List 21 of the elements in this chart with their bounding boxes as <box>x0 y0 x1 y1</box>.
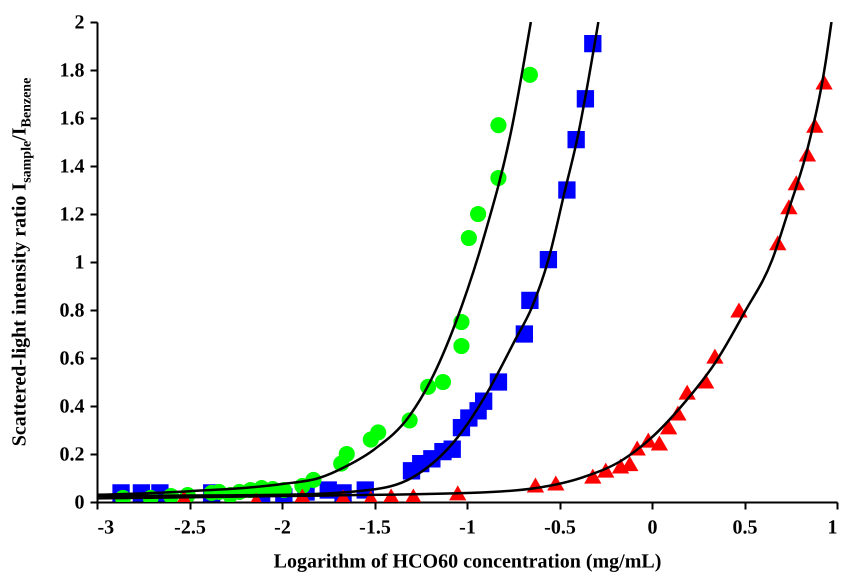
x-tick-label: -0.5 <box>544 516 576 538</box>
y-tick-label: 0 <box>74 492 84 514</box>
x-tick-label: -2 <box>274 516 291 538</box>
y-tick-label: 2 <box>74 12 84 34</box>
x-tick-label: -2.5 <box>174 516 206 538</box>
x-tick-label: 0.5 <box>732 516 758 538</box>
x-tick-label: 1 <box>828 516 838 538</box>
y-tick-label: 0.6 <box>60 348 84 370</box>
x-tick-label: -3 <box>98 516 114 538</box>
x-axis-title: Logarithm of HCO60 concentration (mg/mL) <box>274 550 662 572</box>
x-tick-label: 0 <box>648 516 658 538</box>
y-tick-label: 0.4 <box>60 396 84 418</box>
y-tick-label: 1.8 <box>60 60 84 82</box>
y-tick-label: 0.2 <box>60 444 84 466</box>
y-tick-label: 1.2 <box>60 204 84 226</box>
x-tick-label: -1 <box>459 516 476 538</box>
y-tick-label: 0.8 <box>60 300 84 322</box>
x-tick-label: -1.5 <box>359 516 391 538</box>
y-tick-label: 1.4 <box>60 156 84 178</box>
y-tick-label: 1.6 <box>60 108 84 130</box>
y-tick-label: 1 <box>74 252 84 274</box>
